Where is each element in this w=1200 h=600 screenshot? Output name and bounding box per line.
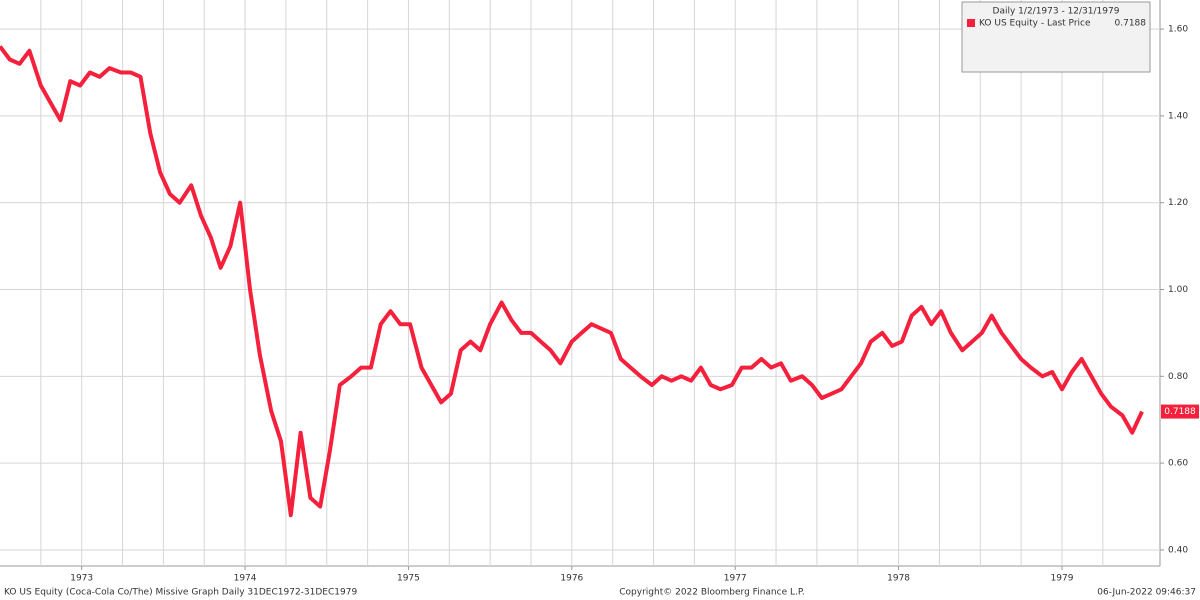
y-tick-label: 1.40 — [1168, 111, 1188, 121]
last-price-tag — [1161, 404, 1199, 419]
x-tick-label: 1977 — [724, 574, 747, 584]
x-tick-label: 1974 — [234, 574, 257, 584]
y-tick-label: 0.80 — [1168, 372, 1188, 382]
x-tick-label: 1979 — [1051, 574, 1074, 584]
y-tick-label: 1.20 — [1168, 198, 1188, 208]
legend-swatch — [967, 19, 975, 27]
x-tick-label: 1975 — [397, 574, 420, 584]
x-tick-label: 1976 — [560, 574, 583, 584]
legend-series-name: KO US Equity - Last Price — [979, 19, 1091, 29]
legend-box — [961, 1, 1151, 73]
price-line — [0, 45, 1144, 518]
footer-right: 06-Jun-2022 09:46:37 — [1097, 588, 1196, 598]
legend-last-value: 0.7188 — [1115, 19, 1147, 29]
x-tick-label: 1973 — [70, 574, 93, 584]
legend-title: Daily 1/2/1973 - 12/31/1979 — [993, 7, 1120, 17]
last-price-label: 0.7188 — [1164, 407, 1196, 417]
y-tick-label: 0.60 — [1168, 459, 1188, 469]
y-tick-label: 1.60 — [1168, 25, 1188, 35]
footer-left: KO US Equity (Coca-Cola Co/The) Missive … — [4, 588, 357, 598]
y-tick-label: 0.40 — [1168, 545, 1188, 555]
x-tick-label: 1978 — [887, 574, 910, 584]
y-tick-label: 1.00 — [1168, 285, 1188, 295]
footer-center: Copyright© 2022 Bloomberg Finance L.P. — [619, 588, 804, 598]
